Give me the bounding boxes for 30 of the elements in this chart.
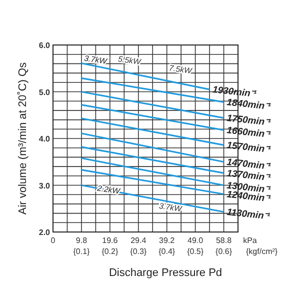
x2-tick-label: {0.3}	[130, 247, 147, 256]
annotation: 3.7kW	[158, 201, 184, 214]
y-axis-title: Air volume (m³/min at 20˚C) Qs	[17, 62, 29, 215]
text: 1130min⁻¹	[226, 206, 272, 222]
x-tick-label: 58.8	[216, 236, 232, 245]
y-tick-label: 2.0	[38, 228, 51, 237]
x-tick-label: 0	[50, 236, 56, 245]
annotation: 2.2kW	[96, 184, 122, 196]
x2-tick-label: {0.5}	[187, 247, 204, 256]
y-tick-label: 4.0	[38, 134, 51, 144]
text: kPa	[243, 236, 258, 245]
x-axis-title: Discharge Pressure Pd	[108, 267, 222, 279]
y-tick-label: 6.0	[38, 41, 51, 50]
x-tick-label: 49.0	[188, 236, 204, 245]
x-tick-label: 39.2	[159, 236, 176, 245]
annotation: 3.7kW	[84, 54, 109, 66]
annotation: 7.5kW	[168, 63, 194, 76]
text: 1660min⁻¹	[226, 125, 272, 141]
x-tick-label: 19.6	[102, 236, 118, 245]
x-tick-label: 29.4	[130, 236, 147, 245]
annotation: 5.5kW	[117, 54, 143, 67]
text: 1570min⁻¹	[226, 140, 272, 156]
x2-tick-label: {0.4}	[158, 247, 176, 256]
x2-tick-label: {0.6}	[216, 247, 232, 256]
x2-tick-label: {0.2}	[102, 247, 118, 256]
y-tick-label: 3.0	[38, 181, 51, 190]
x-tick-label: 9.8	[76, 236, 88, 245]
x2-tick-label: {0.1}	[73, 247, 90, 256]
y-tick-label: 5.0	[38, 88, 51, 97]
x2-axis-title: {kgf/cm²}	[246, 247, 278, 256]
